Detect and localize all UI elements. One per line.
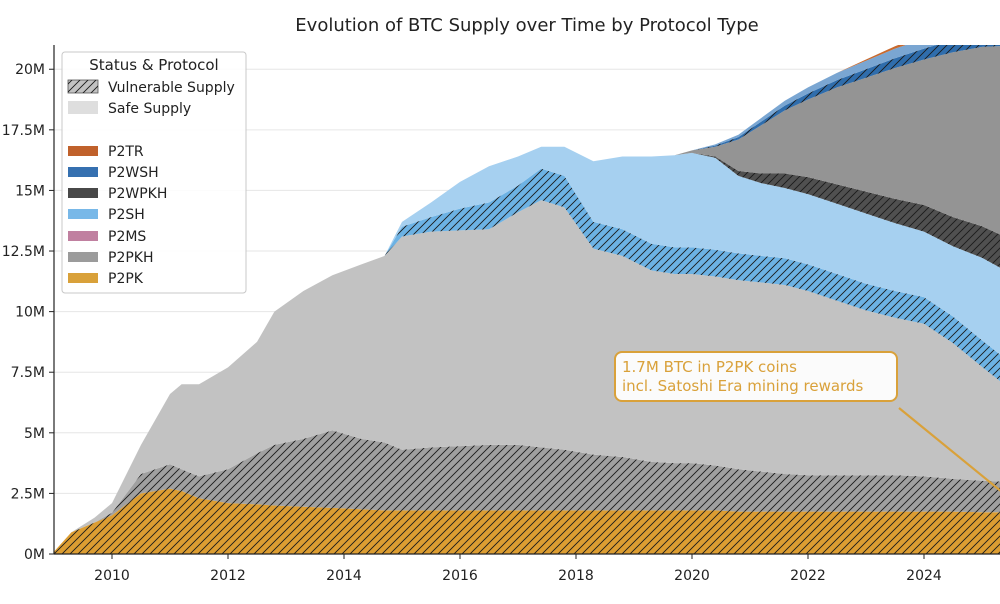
y-tick-label-4: 10M [15, 305, 45, 321]
area-p2sh-vulnerable-hatch [54, 168, 1000, 552]
legend-label-p2tr: P2TR [108, 144, 144, 160]
legend-swatch-p2sh [68, 209, 98, 219]
area-p2pk-vulnerable-hatch [54, 488, 1000, 554]
legend-swatch-p2ms [68, 231, 98, 241]
x-tick-label-2: 2014 [326, 568, 362, 584]
y-tick-label-1: 2.5M [11, 486, 45, 502]
x-tick-label-5: 2020 [674, 568, 710, 584]
y-tick-label-8: 20M [15, 62, 45, 78]
area-p2sh-safe [54, 146, 1000, 552]
y-tick-label-3: 7.5M [11, 365, 45, 381]
legend-label-p2wsh: P2WSH [108, 165, 159, 181]
y-tick-label-5: 12.5M [2, 244, 45, 260]
axes: 0M 2.5M 5M 7.5M 10M 12.5M 15M 17.5M 20M 2010 2012 2… [2, 45, 1000, 584]
x-tick-label-3: 2016 [442, 568, 478, 584]
chart-title: Evolution of BTC Supply over Time by Pro… [295, 15, 758, 36]
area-p2pkh-vulnerable-hatch [54, 430, 1000, 552]
y-tick-label-0: 0M [24, 547, 45, 563]
legend-box [61, 51, 247, 294]
legend-label-p2ms: P2MS [108, 229, 146, 245]
legend-label-p2pk: P2PK [108, 271, 144, 287]
x-tick-label-1: 2012 [210, 568, 246, 584]
legend-label-p2sh: P2SH [108, 207, 145, 223]
area-p2pkh-safe [54, 200, 1000, 552]
legend-swatch-safe-supply [68, 101, 98, 114]
legend: Status & Protocol Vulnerable Supply Safe S… [61, 51, 247, 294]
legend-swatch-p2pkh [68, 252, 98, 262]
x-tick-label-7: 2024 [906, 568, 942, 584]
legend-swatch-p2wpkh [68, 188, 98, 198]
legend-swatch-p2wsh [68, 167, 98, 177]
legend-title: Status & Protocol [89, 56, 218, 74]
area-p2wpkh-safe [54, 46, 1000, 552]
legend-label-p2pkh: P2PKH [108, 250, 154, 266]
x-tick-label-0: 2010 [94, 568, 130, 584]
annotation-box [614, 351, 898, 402]
legend-label-p2wpkh: P2WPKH [108, 186, 167, 202]
y-tick-label-6: 15M [15, 183, 45, 199]
x-tick-label-6: 2022 [790, 568, 826, 584]
stacked-area-layers [54, 45, 1000, 554]
legend-swatch-p2tr [68, 146, 98, 156]
legend-label-vulnerable-supply: Vulnerable Supply [108, 80, 235, 96]
annotation-text-line-1: incl. Satoshi Era mining rewards [622, 377, 863, 395]
legend-swatch-vulnerable-supply-hatch [68, 80, 98, 93]
annotation-text-line-0: 1.7M BTC in P2PK coins [622, 358, 797, 376]
y-tick-label-7: 17.5M [2, 123, 45, 139]
annotation-arrow-line [898, 407, 1000, 492]
legend-swatch-p2pk [68, 273, 98, 283]
legend-label-safe-supply: Safe Supply [108, 101, 191, 117]
x-tick-label-4: 2018 [558, 568, 594, 584]
y-tick-label-2: 5M [24, 426, 45, 442]
